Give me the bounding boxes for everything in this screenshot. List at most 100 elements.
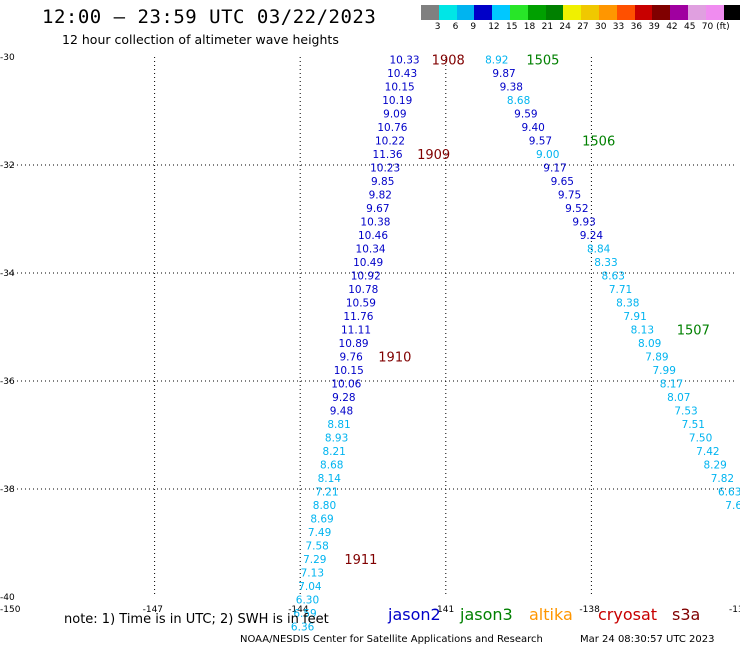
color-swatch <box>492 5 510 20</box>
lat-tick-label: -32 <box>0 161 15 171</box>
color-swatch <box>634 5 653 20</box>
color-scale-label: 33 <box>612 22 625 32</box>
wave-height-value: 10.78 <box>348 284 378 296</box>
wave-height-value: 9.59 <box>514 109 537 121</box>
color-scale-label: 27 <box>577 22 589 32</box>
note-text: note: 1) Time is in UTC; 2) SWH is in fe… <box>64 612 329 627</box>
lat-tick-label: -40 <box>0 593 15 603</box>
pass-time-label: 1506 <box>582 135 615 150</box>
legend-item-s3a: s3a <box>672 605 701 624</box>
wave-height-value: 10.38 <box>360 217 390 229</box>
lon-tick-label: -147 <box>143 605 163 615</box>
wave-height-value: 8.92 <box>485 55 508 67</box>
wave-height-value: 8.68 <box>320 460 343 472</box>
wave-height-value: 10.23 <box>370 163 400 175</box>
footer-date: Mar 24 08:30:57 UTC 2023 <box>580 634 715 645</box>
lon-tick-label: -138 <box>579 605 600 615</box>
pass-time-label: 1910 <box>378 351 411 366</box>
pass-time-label: 1908 <box>432 54 465 69</box>
pass-time-label: 1911 <box>344 553 377 568</box>
wave-height-value: 11.76 <box>343 311 373 323</box>
wave-height-value: 8.81 <box>327 419 350 431</box>
color-swatch <box>705 5 724 20</box>
color-scale-label: 36 <box>630 22 643 32</box>
lon-tick-label: -144 <box>288 605 309 615</box>
color-scale-label: 9 <box>470 22 477 32</box>
wave-height-value: 9.82 <box>369 190 392 202</box>
color-swatch <box>509 5 528 20</box>
wave-height-value: 9.24 <box>580 230 604 242</box>
wave-height-value: 9.75 <box>558 190 581 202</box>
wave-height-value: 9.28 <box>332 392 355 404</box>
wave-height-value: 10.15 <box>385 82 415 94</box>
color-swatch <box>563 5 582 20</box>
wave-height-value: 8.33 <box>594 257 617 269</box>
color-swatch <box>421 5 439 20</box>
wave-height-value: 7.29 <box>303 554 326 566</box>
wave-height-value: 10.19 <box>382 95 412 107</box>
wave-height-value: 10.22 <box>375 136 405 148</box>
wave-height-value: 10.15 <box>334 365 364 377</box>
pass-time-label: 1909 <box>417 148 450 163</box>
wave-height-value: 9.09 <box>383 109 406 121</box>
wave-height-value: 7.61 <box>725 500 740 512</box>
wave-height-value: 10.06 <box>331 379 361 391</box>
lon-tick-label: -141 <box>434 605 454 615</box>
legend-item-jason3: jason3 <box>460 605 513 624</box>
wave-height-value: 8.63 <box>602 271 625 283</box>
wave-height-value: 9.48 <box>330 406 353 418</box>
color-swatch <box>670 5 688 20</box>
wave-height-value: 9.85 <box>371 176 394 188</box>
wave-height-value: 6.30 <box>296 595 319 607</box>
lon-tick-label: -13 <box>729 605 740 615</box>
wave-height-value: 8.80 <box>313 500 336 512</box>
wave-height-value: 8.68 <box>507 95 530 107</box>
legend-item-cryosat: cryosat <box>598 605 658 624</box>
lat-tick-label: -36 <box>0 377 15 387</box>
wave-height-value: 9.57 <box>529 136 552 148</box>
wave-height-value: 9.38 <box>500 82 523 94</box>
wave-height-value: 7.21 <box>315 487 338 499</box>
wave-height-value: 8.93 <box>325 433 348 445</box>
color-scale-label: 24 <box>559 22 571 32</box>
wave-height-value: 7.04 <box>298 581 322 593</box>
wave-height-value: 8.38 <box>616 298 639 310</box>
lat-tick-label: -34 <box>0 269 15 279</box>
wave-height-value: 6.59 <box>293 608 316 620</box>
pass-time-label: 1507 <box>677 324 710 339</box>
color-scale-label: 6 <box>452 22 459 32</box>
wave-height-value: 9.65 <box>551 176 574 188</box>
wave-height-value: 7.99 <box>653 365 676 377</box>
wave-height-value: 8.84 <box>587 244 611 256</box>
wave-height-value: 6.63 <box>718 487 740 499</box>
wave-height-value: 10.59 <box>346 298 376 310</box>
color-scale-label: 18 <box>523 22 536 32</box>
wave-height-value: 10.89 <box>339 338 369 350</box>
color-scale-label: 70 (ft) <box>701 22 730 32</box>
wave-height-value: 7.58 <box>305 541 328 553</box>
wave-height-value: 8.14 <box>318 473 342 485</box>
wave-height-value: 10.43 <box>387 68 417 80</box>
wave-height-value: 7.51 <box>682 419 705 431</box>
lat-tick-label: -38 <box>0 485 15 495</box>
wave-height-value: 8.21 <box>322 446 345 458</box>
wave-height-value: 7.82 <box>711 473 734 485</box>
wave-height-value: 9.87 <box>492 68 515 80</box>
color-scale-label: 15 <box>506 22 518 32</box>
wave-height-value: 8.13 <box>631 325 654 337</box>
color-scale-label: 3 <box>434 22 441 32</box>
wave-height-value: 7.13 <box>301 568 324 580</box>
color-scale-label: 39 <box>648 22 660 32</box>
wave-height-value: 9.67 <box>366 203 389 215</box>
color-scale-label: 12 <box>488 22 500 32</box>
wave-height-value: 10.76 <box>377 122 407 134</box>
wave-height-value: 9.93 <box>572 217 595 229</box>
legend-item-jason2: jason2 <box>388 605 441 624</box>
wave-height-value: 9.17 <box>543 163 566 175</box>
wave-height-value: 7.42 <box>696 446 719 458</box>
page-title: 12:00 – 23:59 UTC 03/22/2023 <box>42 6 377 28</box>
color-scale-label: 21 <box>541 22 554 32</box>
page-subtitle: 12 hour collection of altimeter wave hei… <box>62 32 339 47</box>
color-swatch <box>527 5 546 20</box>
